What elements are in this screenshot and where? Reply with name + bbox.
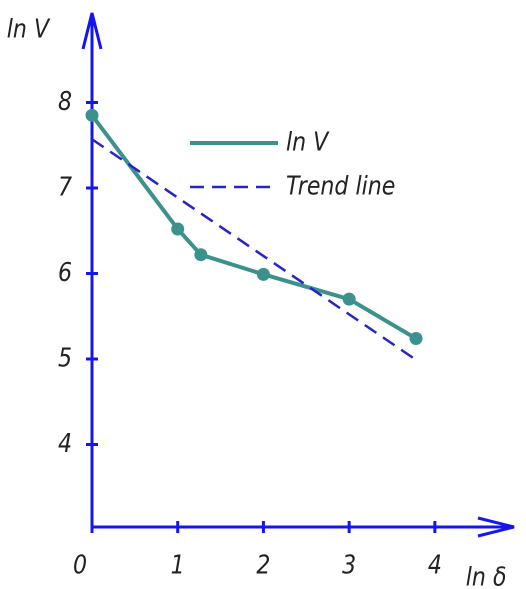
- legend-label: ln V: [286, 127, 330, 157]
- y-tick-label: 5: [58, 343, 72, 373]
- legend: ln V Trend line: [190, 127, 395, 201]
- data-point: [256, 267, 270, 281]
- y-tick-label: 8: [58, 86, 72, 116]
- x-tick-label: 2: [256, 550, 270, 580]
- data-point: [194, 248, 208, 262]
- x-axis-label: ln δ: [466, 562, 507, 589]
- data-point: [342, 292, 356, 306]
- legend-label: Trend line: [286, 171, 395, 201]
- y-tick-label: 6: [58, 257, 72, 287]
- y-axis-label: ln V: [7, 14, 51, 44]
- y-axis-arrow: [81, 12, 103, 50]
- x-tick-label: 0: [73, 550, 87, 580]
- data-point: [85, 108, 99, 122]
- y-tick-label: 7: [58, 172, 73, 202]
- data-point: [409, 331, 423, 345]
- data-point: [171, 222, 185, 236]
- y-tick-label: 4: [58, 428, 72, 458]
- x-axis-arrow: [477, 516, 515, 538]
- x-tick-label: 3: [342, 550, 356, 580]
- x-tick-label: 4: [428, 550, 442, 580]
- series-line: [90, 114, 418, 341]
- x-tick-label: 1: [171, 550, 185, 580]
